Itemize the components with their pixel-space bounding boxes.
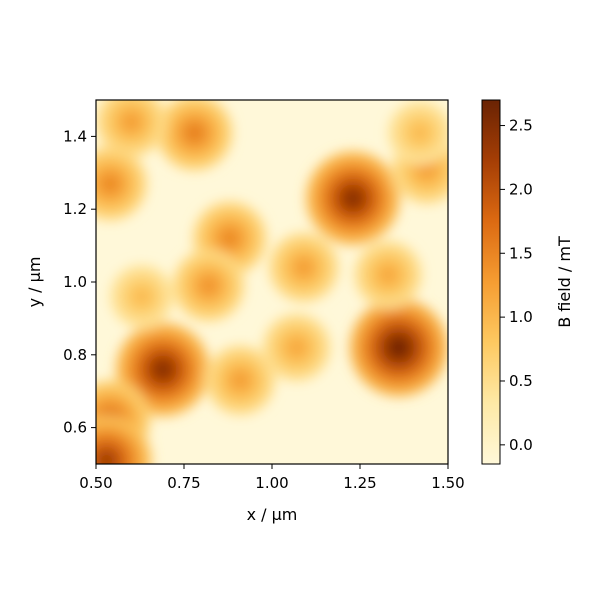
heatmap-hotspot [205, 345, 276, 416]
y-tick-label: 1.4 [63, 127, 87, 145]
heatmap-hotspot [387, 100, 448, 165]
x-tick-label: 1.25 [343, 474, 376, 492]
x-axis-label: x / µm [247, 505, 298, 524]
heatmap-layer [96, 100, 448, 464]
y-tick-label: 1.0 [63, 273, 87, 291]
heatmap-hotspot [109, 264, 174, 329]
heatmap-hotspot [115, 322, 210, 417]
heatmap-hotspot [96, 146, 148, 221]
heatmap-hotspot [349, 298, 448, 397]
heatmap-cell [103, 177, 117, 190]
heatmap-cell [290, 341, 303, 354]
x-axis: 0.50 0.75 1.00 1.25 1.50 [79, 464, 465, 492]
colorbar [481, 99, 501, 465]
heatmap-hotspot [354, 240, 423, 309]
heatmap-cell [202, 279, 215, 292]
heatmap-hotspot [305, 151, 400, 246]
colorbar-label: B field / mT [555, 236, 574, 328]
heatmap-hotspot [156, 100, 233, 171]
heatmap-cell [390, 339, 407, 356]
heatmap-cell [99, 452, 115, 464]
colorbar-tick-label: 2.0 [509, 180, 533, 198]
heatmap-hotspot [172, 249, 245, 322]
heatmap-hotspot [262, 313, 331, 382]
colorbar-tick-label: 1.5 [509, 244, 533, 262]
heatmap-cell [125, 116, 138, 128]
colorbar-tick-label: 2.5 [509, 117, 533, 135]
heatmap-cell [421, 163, 433, 175]
heatmap-cell [136, 291, 148, 302]
y-tick-label: 1.2 [63, 200, 87, 218]
heatmap-hotspot [96, 100, 167, 157]
heatmap-hotspot [268, 232, 339, 303]
heatmap-hotspot [96, 415, 152, 464]
y-tick-label: 0.6 [63, 419, 87, 437]
heatmap-cell [234, 374, 247, 387]
y-tick-label: 0.8 [63, 346, 87, 364]
y-axis-label: y / µm [25, 257, 44, 308]
heatmap-cell [223, 232, 236, 245]
x-tick-label: 1.50 [431, 474, 464, 492]
heatmap-cell [188, 126, 201, 140]
colorbar-tick-label: 0.0 [509, 436, 533, 454]
x-tick-label: 1.00 [255, 474, 288, 492]
heatmap-cell [414, 127, 426, 139]
heatmap-cell [345, 190, 361, 207]
x-tick-label: 0.50 [79, 474, 112, 492]
colorbar-tick-label: 0.5 [509, 372, 533, 390]
heatmap-cell [155, 361, 171, 378]
y-axis: 0.6 0.8 1.0 1.2 1.4 [63, 127, 96, 437]
x-tick-label: 0.75 [167, 474, 200, 492]
colorbar-axis: 0.0 0.5 1.0 1.5 2.0 2.5 [500, 117, 533, 454]
colorbar-tick-label: 1.0 [509, 308, 533, 326]
heatmap-cell [297, 261, 310, 274]
heatmap-cell [382, 269, 394, 281]
